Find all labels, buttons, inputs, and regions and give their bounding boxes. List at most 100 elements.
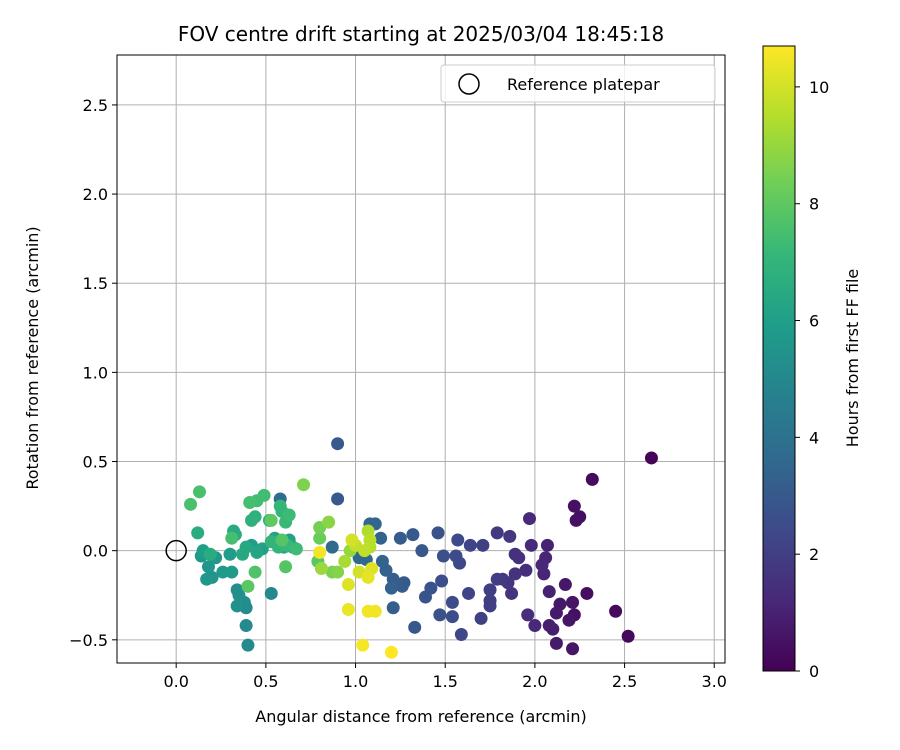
data-point (361, 570, 375, 584)
data-point (408, 620, 422, 634)
data-point (230, 599, 244, 613)
plot-frame (116, 54, 726, 664)
data-point (542, 585, 556, 599)
colorbar-ticks: 0 2 4 6 8 10 (795, 78, 829, 681)
data-point (483, 599, 497, 613)
data-point (239, 619, 253, 633)
y-tick-label: 0.5 (83, 453, 108, 472)
data-point (406, 528, 420, 542)
data-point (433, 608, 447, 622)
data-point (375, 554, 389, 568)
data-point (384, 645, 398, 659)
colorbar-tick-label: 0 (809, 662, 819, 681)
data-point (322, 515, 336, 529)
colorbar-tick-label: 2 (809, 545, 819, 564)
data-point (558, 578, 572, 592)
data-point (490, 526, 504, 540)
data-point (225, 565, 239, 579)
data-point (431, 526, 445, 540)
data-point (331, 565, 345, 579)
data-point (193, 485, 207, 499)
data-point (542, 619, 556, 633)
colorbar-tick-label: 10 (809, 78, 829, 97)
data-point (508, 567, 522, 581)
data-point (463, 538, 477, 552)
x-tick-label: 0.0 (163, 672, 188, 691)
data-point (549, 636, 563, 650)
colorbar-tick-label: 6 (809, 312, 819, 331)
data-point (415, 544, 429, 558)
data-point (241, 638, 255, 652)
data-point (585, 472, 599, 486)
data-point (436, 549, 450, 563)
legend-label: Reference platepar (507, 75, 660, 94)
data-point (264, 513, 278, 527)
data-point (435, 574, 449, 588)
x-axis-ticks: 0.0 0.5 1.0 1.5 2.0 2.5 3.0 (163, 663, 727, 691)
data-point (314, 562, 328, 576)
y-tick-label: 0.0 (83, 542, 108, 561)
y-axis-ticks: −0.5 0.0 0.5 1.0 1.5 2.0 2.5 (69, 96, 117, 650)
data-point (331, 437, 345, 451)
data-point (569, 513, 583, 527)
data-point (395, 579, 409, 593)
colorbar-tick-label: 4 (809, 428, 819, 447)
data-point (203, 547, 217, 561)
x-tick-label: 2.0 (522, 672, 547, 691)
x-tick-label: 1.5 (432, 672, 457, 691)
data-point (248, 510, 262, 524)
data-point (241, 579, 255, 593)
data-point (341, 603, 355, 617)
data-point (341, 578, 355, 592)
data-point (313, 545, 327, 559)
data-point (621, 629, 635, 643)
data-point (201, 560, 215, 574)
data-point (476, 538, 490, 552)
data-point (225, 531, 239, 545)
data-point (331, 492, 345, 506)
legend: Reference platepar (440, 64, 716, 103)
data-point (345, 533, 359, 547)
data-point (418, 590, 432, 604)
data-point (451, 533, 465, 547)
data-point (230, 583, 244, 597)
data-point (508, 547, 522, 561)
data-point (566, 595, 580, 609)
colorbar (762, 45, 796, 672)
data-point (313, 531, 327, 545)
data-point (191, 526, 205, 540)
data-point (503, 529, 517, 543)
chart-title: FOV centre drift starting at 2025/03/04 … (178, 22, 664, 46)
data-point (523, 512, 537, 526)
data-point (297, 478, 311, 492)
data-point (368, 604, 382, 618)
data-point (474, 611, 488, 625)
data-point (445, 610, 459, 624)
data-points (184, 437, 658, 659)
data-point (483, 583, 497, 597)
data-point (236, 547, 250, 561)
data-point (445, 595, 459, 609)
data-point (282, 508, 296, 522)
data-point (363, 533, 377, 547)
y-axis-label: Rotation from reference (arcmin) (23, 226, 42, 489)
data-point (374, 531, 388, 545)
y-tick-label: 1.5 (83, 274, 108, 293)
data-point (356, 638, 370, 652)
x-tick-label: 0.5 (253, 672, 278, 691)
data-point (200, 572, 214, 586)
colorbar-label: Hours from first FF file (843, 269, 862, 448)
data-point (462, 586, 476, 600)
data-point (275, 533, 289, 547)
y-tick-label: −0.5 (69, 631, 108, 650)
grid-lines (117, 55, 725, 663)
data-point (184, 497, 198, 511)
data-point (325, 540, 339, 554)
data-point (609, 604, 623, 618)
y-tick-label: 2.0 (83, 185, 108, 204)
x-tick-label: 2.5 (612, 672, 637, 691)
data-point (644, 451, 658, 465)
data-point (454, 627, 468, 641)
data-point (519, 563, 533, 577)
